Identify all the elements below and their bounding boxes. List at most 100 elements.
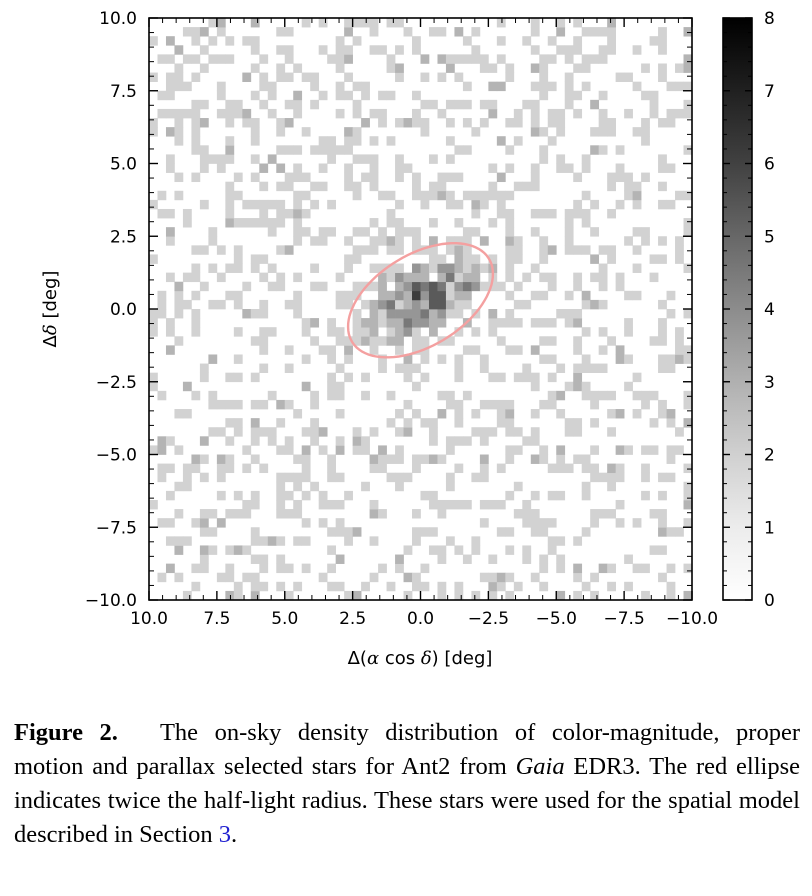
heatmap-cell [564, 90, 574, 101]
heatmap-cell [530, 118, 540, 128]
heatmap-cell [378, 263, 387, 273]
heatmap-cell [445, 172, 455, 183]
heatmap-cell [335, 409, 345, 419]
heatmap-cell [403, 318, 413, 328]
heatmap-cell [199, 281, 209, 292]
heatmap-cell [471, 545, 481, 555]
heatmap-cell [445, 281, 455, 292]
heatmap-cell [225, 108, 235, 119]
heatmap-cell [344, 354, 353, 364]
heatmap-cell [369, 309, 379, 319]
heatmap-cell [361, 81, 370, 92]
heatmap-cell [242, 545, 252, 555]
heatmap-cell [174, 190, 184, 201]
heatmap-cell [539, 581, 549, 592]
heatmap-cell [165, 490, 175, 501]
heatmap-cell [522, 372, 532, 383]
heatmap-cell [454, 409, 464, 419]
heatmap-cell [395, 327, 404, 337]
heatmap-cell [462, 36, 472, 46]
heatmap-cell [310, 199, 320, 210]
heatmap-cell [488, 190, 498, 201]
heatmap-cell [573, 36, 583, 46]
heatmap-cell [293, 208, 303, 219]
heatmap-cell [615, 445, 625, 455]
heatmap-cell [412, 345, 421, 355]
caption-section-link[interactable]: 3 [218, 821, 232, 848]
heatmap-cell [428, 254, 438, 264]
heatmap-cell [233, 327, 243, 337]
heatmap-cell [590, 572, 600, 583]
heatmap-cell [216, 18, 226, 28]
heatmap-cell [598, 299, 608, 310]
heatmap-cell [462, 345, 472, 355]
heatmap-cell [496, 172, 506, 183]
heatmap-cell [573, 536, 583, 546]
heatmap-cell [649, 545, 659, 555]
heatmap-cell [437, 390, 447, 401]
heatmap-cell [318, 163, 328, 173]
heatmap-cell [496, 190, 506, 201]
heatmap-cell [420, 199, 430, 210]
heatmap-cell [276, 218, 286, 228]
heatmap-cell [403, 27, 413, 37]
heatmap-cell [573, 208, 583, 219]
heatmap-cell [395, 299, 404, 310]
heatmap-cell [666, 527, 676, 537]
heatmap-cell [445, 236, 455, 246]
heatmap-cell [352, 108, 362, 119]
heatmap-cell [165, 154, 175, 164]
heatmap-cell [505, 290, 515, 301]
heatmap-cell [191, 245, 201, 255]
heatmap-cell [420, 418, 430, 428]
heatmap-cell [191, 127, 201, 137]
heatmap-cell [199, 63, 209, 73]
heatmap-cell [658, 181, 667, 192]
heatmap-cell [658, 509, 667, 519]
heatmap-cell [284, 345, 294, 355]
heatmap-cell [327, 227, 336, 237]
heatmap-cell [344, 163, 353, 173]
heatmap-cell [191, 563, 201, 574]
heatmap-cell [522, 181, 532, 192]
heatmap-cell [539, 127, 549, 137]
heatmap-cell [378, 190, 387, 201]
heatmap-cell [174, 290, 184, 301]
heatmap-cell [250, 590, 260, 600]
heatmap-cell [564, 381, 574, 392]
heatmap-cell [615, 172, 625, 183]
heatmap-cell [530, 290, 540, 301]
heatmap-cell [420, 490, 430, 501]
heatmap-cell [428, 290, 438, 301]
heatmap-cell [505, 545, 515, 555]
heatmap-cell [564, 418, 574, 428]
heatmap-cell [149, 327, 158, 337]
heatmap-cell [488, 499, 498, 510]
heatmap-cell [488, 281, 498, 292]
heatmap-cell [505, 63, 515, 73]
heatmap-cell [199, 554, 209, 564]
heatmap-cell [403, 290, 413, 301]
heatmap-cell [352, 281, 362, 292]
heatmap-cell [479, 63, 489, 73]
heatmap-cell [327, 381, 336, 392]
heatmap-cell [267, 81, 277, 92]
heatmap-cell [496, 399, 506, 410]
heatmap-cell [564, 318, 574, 328]
heatmap-cell [462, 99, 472, 110]
heatmap-cell [233, 99, 243, 110]
heatmap-cell [403, 545, 413, 555]
heatmap-cell [564, 81, 574, 92]
heatmap-cell [250, 536, 260, 546]
heatmap-cell [233, 108, 243, 119]
heatmap-cell [403, 163, 413, 173]
heatmap-cell [259, 54, 269, 64]
heatmap-cell [242, 463, 252, 474]
y-tick-label: −5.0 [96, 446, 137, 466]
heatmap-cell [157, 436, 167, 446]
heatmap-cell [454, 436, 464, 446]
heatmap-cell [327, 563, 336, 574]
heatmap-cell [547, 54, 557, 64]
heatmap-cell [208, 54, 218, 64]
heatmap-cell [428, 27, 438, 37]
